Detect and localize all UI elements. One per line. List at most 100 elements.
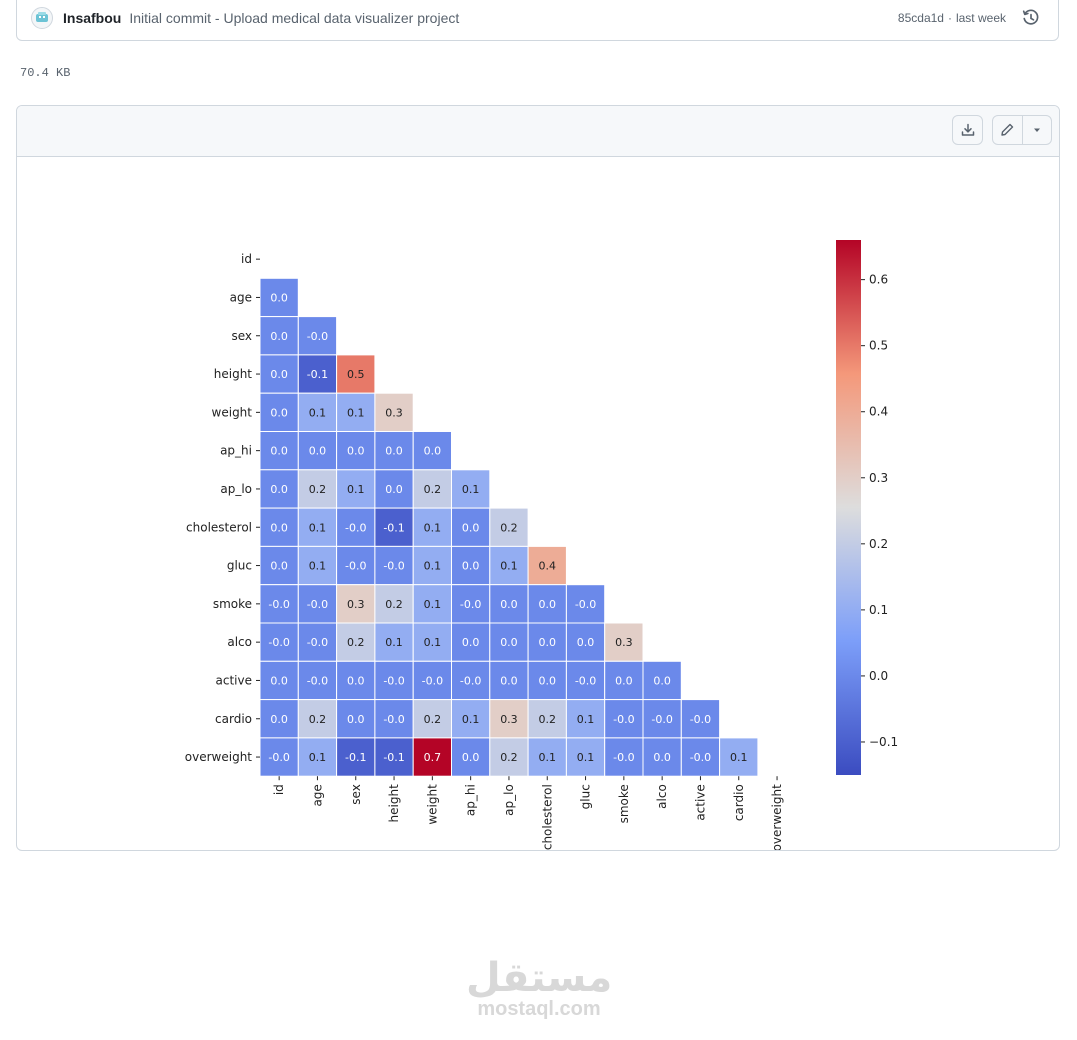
heatmap-cell (489, 622, 529, 662)
cell-value-label: 0.2 (309, 713, 327, 726)
x-tick-label: age (310, 784, 324, 806)
download-button[interactable] (952, 115, 983, 145)
cell-value-label: -0.0 (383, 713, 404, 726)
cell-value-label: 0.0 (270, 368, 288, 381)
y-tick-label: sex (231, 329, 252, 343)
commit-separator: · (947, 10, 952, 25)
history-icon[interactable] (1022, 9, 1040, 27)
heatmap-cell (297, 660, 338, 701)
cell-value-label: 0.0 (424, 445, 442, 458)
cell-value-label: 0.2 (500, 521, 518, 534)
edit-button[interactable] (993, 116, 1023, 144)
heatmap-cell (489, 660, 529, 701)
file-header (17, 106, 1059, 157)
cell-value-label: 0.0 (270, 291, 288, 304)
cell-value-label: 0.0 (309, 445, 327, 458)
cell-value-label: -0.0 (575, 598, 596, 611)
y-tick-label: cholesterol (186, 520, 252, 534)
cell-value-label: 0.0 (270, 713, 288, 726)
x-tick-label: alco (655, 784, 669, 809)
cell-value-label: -0.0 (575, 674, 596, 687)
heatmap-cell (642, 660, 682, 701)
cell-value-label: 0.0 (500, 636, 518, 649)
cell-value-label: -0.1 (307, 368, 328, 381)
cell-value-label: 0.0 (347, 674, 365, 687)
cell-value-label: 0.0 (270, 483, 288, 496)
commit-meta: 85cda1d · last week (898, 9, 1058, 27)
y-tick-label: age (230, 290, 252, 304)
cell-value-label: -0.0 (460, 598, 481, 611)
cell-value-label: 0.4 (539, 560, 557, 573)
cell-value-label: -0.0 (307, 330, 328, 343)
cell-value-label: 0.1 (500, 560, 518, 573)
cell-value-label: 0.2 (385, 598, 403, 611)
y-tick-label: gluc (227, 559, 252, 573)
y-tick-label: ap_hi (220, 444, 252, 458)
cell-value-label: 0.2 (309, 483, 327, 496)
cell-value-label: 0.0 (270, 560, 288, 573)
commit-author[interactable]: Insafbou (63, 9, 122, 26)
heatmap-cell (604, 622, 644, 662)
heatmap-cell (412, 737, 453, 777)
cell-value-label: -0.0 (268, 598, 289, 611)
heatmap-cell (527, 584, 567, 624)
heatmap-cell (565, 660, 606, 701)
cell-value-label: -0.0 (651, 713, 672, 726)
colorbar-tick-label: 0.6 (869, 273, 888, 287)
cell-value-label: -0.0 (268, 636, 289, 649)
heatmap-cell (297, 507, 338, 547)
y-tick-label: id (241, 252, 252, 266)
commit-sha[interactable]: 85cda1d (897, 10, 944, 25)
y-tick-label: smoke (213, 597, 252, 611)
heatmap-cell (412, 584, 453, 624)
y-tick-label: cardio (215, 712, 252, 726)
heatmap-cell (297, 699, 338, 739)
heatmap-cell (489, 584, 529, 624)
watermark-logo: مستقل mostaql.com (466, 958, 612, 1020)
cell-value-label: 0.3 (615, 636, 633, 649)
x-tick-label: weight (425, 784, 439, 825)
heatmap-cell (297, 469, 338, 509)
heatmap-cell (336, 699, 376, 739)
cell-value-label: 0.0 (462, 521, 480, 534)
cell-value-label: 0.2 (424, 713, 442, 726)
cell-value-label: -0.0 (613, 751, 634, 764)
cell-value-label: -0.0 (690, 751, 711, 764)
cell-value-label: 0.7 (424, 751, 442, 764)
heatmap-cell (604, 660, 644, 701)
heatmap-cell (642, 699, 682, 739)
heatmap-cell (565, 699, 606, 739)
y-tick-label: overweight (185, 750, 253, 764)
cell-value-label: 0.1 (577, 751, 595, 764)
x-tick-label: overweight (770, 784, 784, 851)
cell-value-label: 0.1 (309, 560, 327, 573)
y-tick-label: height (214, 367, 253, 381)
cell-value-label: 0.0 (385, 483, 403, 496)
heatmap-cell (412, 622, 453, 662)
cell-value-label: -0.1 (383, 521, 404, 534)
avatar[interactable] (31, 6, 53, 29)
x-tick-label: ap_hi (464, 784, 478, 816)
cell-value-label: -0.1 (345, 751, 366, 764)
cell-value-label: 0.1 (730, 751, 748, 764)
correlation-heatmap: 0.0 0.0 -0.0 0.0 -0.1 0.5 0.0 0.1 0.1 0.3 0.0 0.0 0.… (185, 240, 898, 851)
heatmap-cell (451, 737, 491, 777)
colorbar (836, 240, 861, 775)
x-tick-label: smoke (617, 784, 631, 823)
heatmap-cell (527, 699, 567, 739)
cell-value-label: 0.0 (462, 751, 480, 764)
cell-value-label: 0.5 (347, 368, 365, 381)
heatmap-cell (374, 507, 414, 547)
cell-value-label: 0.1 (385, 636, 403, 649)
heatmap-cell (412, 545, 453, 586)
cell-value-label: -0.0 (268, 751, 289, 764)
more-edit-options-button[interactable] (1023, 116, 1051, 144)
heatmap-cell (297, 622, 338, 662)
cell-value-label: 0.1 (424, 560, 442, 573)
watermark-latin: mostaql.com (477, 998, 601, 1020)
x-tick-label: height (387, 784, 401, 823)
y-tick-label: ap_lo (220, 482, 252, 496)
cell-value-label: 0.3 (347, 598, 365, 611)
commit-message[interactable]: Initial commit - Upload medical data vis… (129, 9, 460, 26)
heatmap-cell (336, 507, 376, 547)
